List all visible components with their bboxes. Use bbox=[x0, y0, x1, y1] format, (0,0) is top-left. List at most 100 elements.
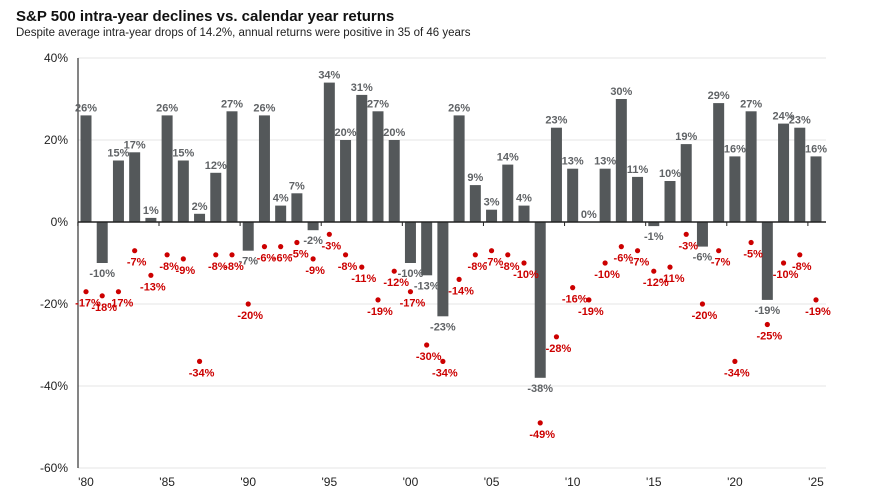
y-tick-label: -60% bbox=[40, 461, 68, 475]
return-label: 16% bbox=[724, 143, 746, 155]
return-bar bbox=[129, 152, 141, 222]
decline-label: -17% bbox=[400, 298, 426, 310]
return-label: 12% bbox=[205, 160, 227, 172]
return-bar bbox=[810, 156, 822, 222]
return-bar bbox=[680, 144, 692, 222]
decline-label: -10% bbox=[513, 269, 539, 281]
return-label: -10% bbox=[398, 268, 424, 280]
decline-label: -6% bbox=[273, 253, 293, 265]
decline-label: -18% bbox=[91, 302, 117, 314]
decline-point bbox=[83, 289, 89, 295]
decline-label: -8% bbox=[159, 261, 179, 273]
return-label: 20% bbox=[335, 127, 357, 139]
return-label: 30% bbox=[610, 86, 632, 98]
return-label: -2% bbox=[303, 235, 323, 247]
decline-label: -34% bbox=[724, 367, 750, 379]
return-bar bbox=[550, 127, 562, 222]
decline-label: -20% bbox=[692, 310, 718, 322]
decline-point bbox=[537, 420, 543, 426]
return-bar bbox=[696, 222, 708, 247]
decline-point bbox=[602, 260, 608, 266]
decline-label: -19% bbox=[367, 306, 393, 318]
decline-label: -25% bbox=[756, 331, 782, 343]
decline-point bbox=[359, 264, 365, 270]
return-bar bbox=[778, 123, 790, 222]
decline-label: -12% bbox=[643, 277, 669, 289]
return-bar bbox=[226, 111, 238, 222]
return-bar bbox=[210, 172, 222, 222]
x-tick-label: '15 bbox=[646, 475, 662, 489]
return-label: 15% bbox=[172, 148, 194, 160]
return-bar bbox=[307, 222, 319, 231]
decline-label: -49% bbox=[529, 429, 555, 441]
chart-subtitle: Despite average intra-year drops of 14.2… bbox=[16, 27, 471, 39]
return-label: 34% bbox=[318, 70, 340, 82]
decline-label: -5% bbox=[743, 249, 763, 261]
return-bar bbox=[713, 103, 725, 222]
y-tick-label: -20% bbox=[40, 297, 68, 311]
decline-point bbox=[472, 252, 478, 258]
return-label: 4% bbox=[273, 193, 289, 205]
return-label: -10% bbox=[89, 268, 115, 280]
decline-point bbox=[132, 248, 138, 254]
decline-point bbox=[278, 244, 284, 250]
decline-point bbox=[780, 260, 787, 266]
decline-point bbox=[683, 231, 689, 237]
decline-point bbox=[505, 252, 511, 258]
return-label: -23% bbox=[430, 321, 456, 333]
return-label: 1% bbox=[143, 205, 159, 217]
decline-label: -7% bbox=[127, 257, 147, 269]
decline-label: -19% bbox=[805, 306, 831, 318]
return-label: 23% bbox=[789, 115, 811, 127]
decline-point bbox=[342, 252, 349, 258]
return-bar bbox=[177, 160, 189, 222]
decline-label: -8% bbox=[792, 261, 812, 273]
return-bar bbox=[729, 156, 741, 222]
decline-point bbox=[261, 244, 268, 250]
return-bar bbox=[632, 176, 644, 222]
decline-label: -7% bbox=[484, 257, 504, 269]
return-label: 31% bbox=[351, 82, 373, 94]
decline-point bbox=[699, 301, 706, 307]
decline-point bbox=[148, 272, 154, 278]
return-bar bbox=[112, 160, 124, 222]
return-label: 26% bbox=[448, 102, 470, 114]
decline-point bbox=[521, 260, 527, 266]
decline-label: -14% bbox=[448, 285, 474, 297]
return-label: 16% bbox=[805, 143, 827, 155]
return-bar bbox=[437, 222, 449, 317]
decline-point bbox=[440, 358, 446, 364]
decline-label: -8% bbox=[338, 261, 358, 273]
decline-point bbox=[667, 264, 673, 270]
return-label: 14% bbox=[497, 152, 519, 164]
decline-point bbox=[634, 248, 641, 254]
decline-label: -8% bbox=[468, 261, 488, 273]
return-bar bbox=[486, 209, 498, 222]
decline-label: -7% bbox=[711, 257, 731, 269]
decline-point bbox=[407, 289, 414, 295]
y-tick-label: 20% bbox=[44, 133, 68, 147]
decline-label: -28% bbox=[546, 343, 572, 355]
decline-label: -3% bbox=[322, 240, 342, 252]
decline-point bbox=[99, 293, 105, 299]
decline-point bbox=[115, 289, 122, 295]
x-tick-label: '05 bbox=[484, 475, 500, 489]
return-bar bbox=[599, 168, 611, 222]
return-bar bbox=[794, 127, 806, 222]
return-label: -6% bbox=[693, 252, 713, 264]
return-bar bbox=[534, 222, 546, 378]
return-bar bbox=[615, 99, 627, 222]
decline-point bbox=[164, 252, 170, 258]
return-label: -19% bbox=[754, 305, 780, 317]
y-tick-label: 40% bbox=[44, 51, 68, 65]
decline-label: -12% bbox=[383, 277, 409, 289]
return-bar bbox=[502, 164, 514, 222]
return-label: 29% bbox=[708, 90, 730, 102]
return-label: 4% bbox=[516, 193, 532, 205]
x-tick-label: '10 bbox=[565, 475, 581, 489]
decline-label: -11% bbox=[659, 273, 684, 285]
decline-label: -7% bbox=[630, 257, 650, 269]
decline-label: -34% bbox=[189, 367, 215, 379]
decline-point bbox=[748, 239, 754, 246]
